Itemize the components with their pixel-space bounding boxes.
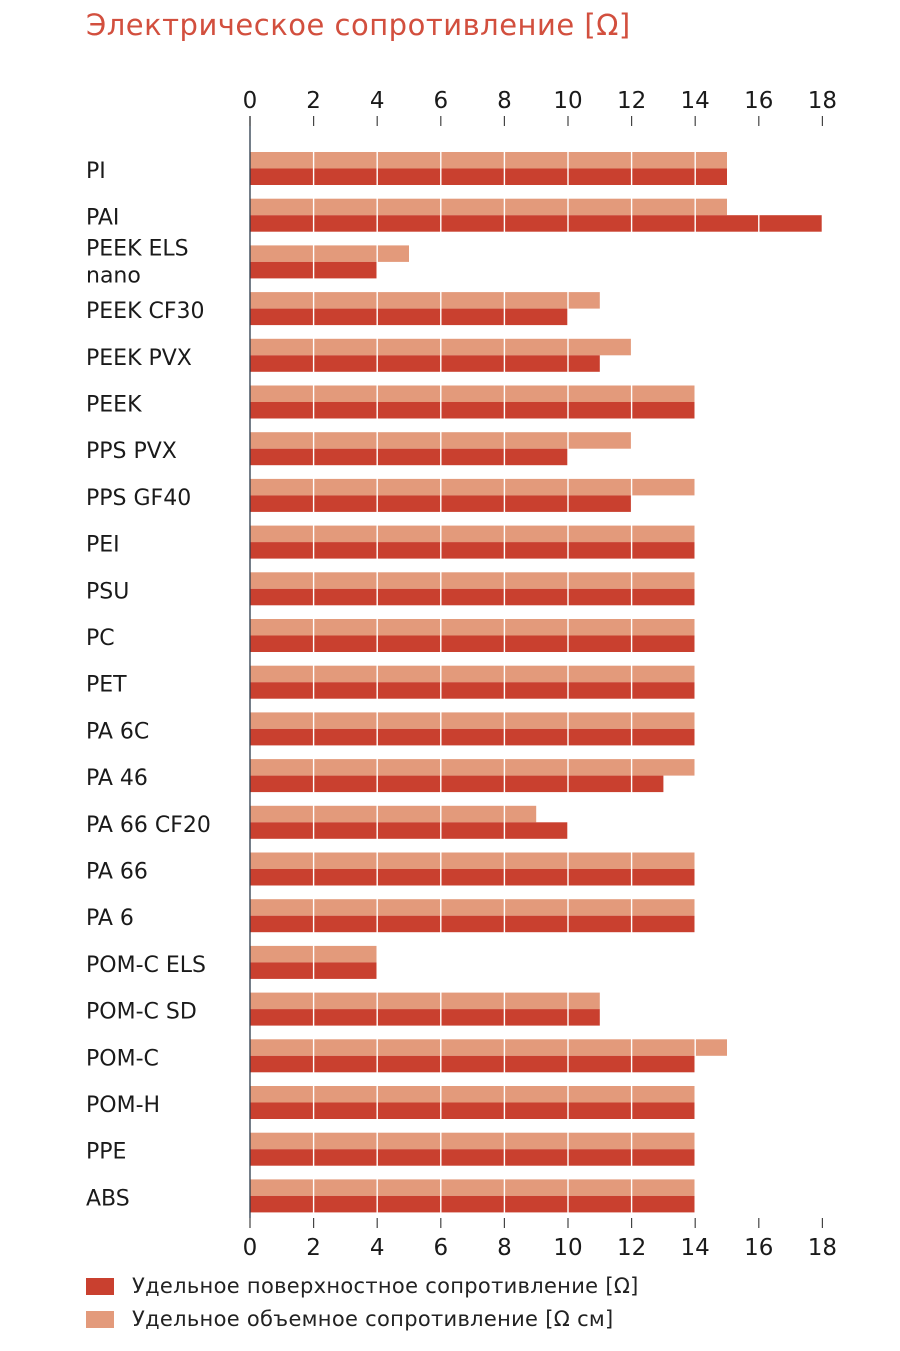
bar-surface-13	[250, 775, 664, 793]
bar-surface-10	[250, 635, 696, 652]
category-label: PA 46	[86, 766, 148, 791]
category-label: PPS GF40	[86, 486, 191, 511]
category-label: PA 66	[86, 860, 148, 885]
tick-label-bottom: 8	[497, 1235, 512, 1260]
category-label: PA 66 CF20	[86, 813, 211, 838]
bar-volume-16	[250, 899, 696, 916]
tick-label-bottom: 16	[744, 1235, 773, 1260]
bar-volume-8	[250, 525, 696, 543]
bar-volume-7	[250, 478, 696, 496]
bar-surface-15	[250, 869, 696, 886]
category-label: PEEK	[86, 393, 142, 418]
bar-surface-21	[250, 1149, 696, 1166]
category-label: POM-C	[86, 1046, 159, 1071]
tick-label-bottom: 10	[553, 1235, 582, 1260]
legend-swatch-surface	[86, 1278, 114, 1295]
bar-volume-1	[250, 198, 727, 216]
tick-label-bottom: 12	[617, 1235, 646, 1260]
category-label: PEEK CF30	[86, 299, 205, 324]
bar-volume-12	[250, 712, 696, 729]
tick-label-bottom: 2	[306, 1235, 321, 1260]
bar-surface-19	[250, 1055, 696, 1073]
bar-surface-9	[250, 588, 696, 606]
bar-surface-20	[250, 1102, 696, 1119]
tick-label-top: 6	[433, 88, 448, 114]
bar-volume-9	[250, 572, 696, 589]
bar-surface-14	[250, 822, 568, 839]
bar-volume-0	[250, 152, 727, 169]
bar-surface-4	[250, 355, 600, 372]
bar-surface-5	[250, 402, 696, 419]
category-label: PA 6C	[86, 719, 149, 744]
tick-label-bottom: 4	[370, 1235, 385, 1260]
category-label: PPS PVX	[86, 439, 177, 464]
category-label: POM-C SD	[86, 1000, 197, 1025]
tick-label-top: 4	[370, 88, 385, 114]
tick-label-top: 0	[243, 88, 258, 114]
bar-surface-11	[250, 682, 696, 699]
bar-volume-11	[250, 665, 696, 683]
tick-label-top: 16	[744, 88, 773, 114]
bar-surface-12	[250, 728, 696, 746]
category-label: POM-H	[86, 1093, 160, 1118]
category-label: PAI	[86, 206, 119, 231]
category-label: PEI	[86, 533, 120, 558]
category-label: PI	[86, 159, 106, 184]
tick-label-top: 18	[808, 88, 837, 114]
bar-volume-5	[250, 385, 696, 402]
bar-surface-0	[250, 168, 727, 185]
bar-volume-15	[250, 852, 696, 869]
legend-label-volume: Удельное объемное сопротивление [Ω см]	[132, 1307, 614, 1331]
bar-surface-3	[250, 308, 568, 326]
tick-label-top: 12	[617, 88, 646, 114]
bar-surface-8	[250, 542, 696, 559]
category-label: PEEK PVX	[86, 346, 192, 371]
tick-label-bottom: 0	[243, 1235, 258, 1260]
tick-label-top: 8	[497, 88, 512, 114]
legend-label-surface: Удельное поверхностное сопротивление [Ω]	[132, 1274, 639, 1298]
bar-surface-16	[250, 915, 696, 933]
bar-volume-10	[250, 619, 696, 636]
legend-swatch-volume	[86, 1311, 114, 1328]
bar-surface-22	[250, 1195, 696, 1213]
tick-label-bottom: 18	[808, 1235, 837, 1260]
category-label: PET	[86, 673, 127, 698]
bar-volume-3	[250, 292, 600, 309]
tick-label-top: 2	[306, 88, 321, 114]
bar-volume-21	[250, 1132, 696, 1150]
category-label: PA 6	[86, 906, 134, 931]
bar-surface-18	[250, 1009, 600, 1026]
category-label: ABS	[86, 1186, 130, 1211]
bar-volume-18	[250, 992, 600, 1010]
category-label: PSU	[86, 579, 129, 604]
bar-volume-2	[250, 245, 409, 262]
category-label: POM-C ELS	[86, 953, 206, 978]
chart-title: Электрическое сопротивление [Ω]	[86, 8, 631, 42]
category-label: PPE	[86, 1140, 126, 1165]
bar-surface-1	[250, 215, 823, 232]
category-label: PEEK ELS nano	[86, 236, 189, 288]
tick-label-top: 10	[553, 88, 582, 114]
bar-chart: PI PAI PEEK ELS nano PEEK CF30 PEEK PVX PEEK PP…	[86, 88, 837, 1260]
tick-label-bottom: 6	[433, 1235, 448, 1260]
bar-volume-14	[250, 805, 537, 823]
bar-volume-13	[250, 759, 696, 776]
bar-surface-6	[250, 448, 568, 466]
bar-volume-22	[250, 1179, 696, 1196]
tick-label-top: 14	[681, 88, 710, 114]
category-label: PC	[86, 626, 115, 651]
tick-label-bottom: 14	[681, 1235, 710, 1260]
bar-volume-19	[250, 1039, 727, 1056]
bar-volume-20	[250, 1086, 696, 1103]
